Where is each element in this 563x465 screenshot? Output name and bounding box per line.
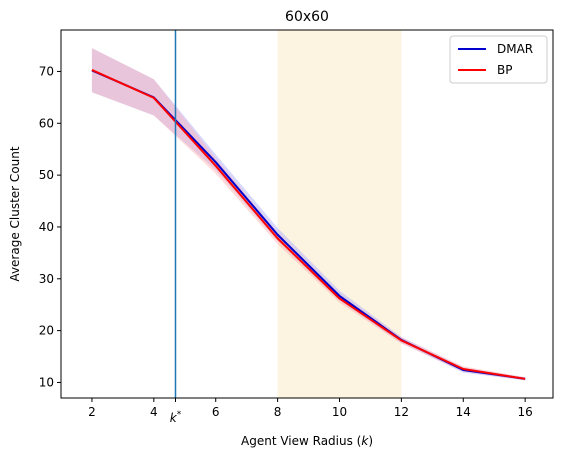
x-tick-label: 14	[456, 405, 471, 419]
confidence-band-bp	[91, 48, 526, 381]
x-axis-ticks: 2 4 6 8 10 12 14 16	[88, 398, 533, 419]
chart-title: 60x60	[285, 9, 329, 25]
y-tick-label: 50	[39, 168, 54, 182]
y-tick-label: 20	[39, 324, 54, 338]
x-tick-label: 12	[394, 405, 409, 419]
y-tick-label: 60	[39, 116, 54, 130]
shaded-region	[277, 30, 402, 398]
x-tick-label: 6	[212, 405, 220, 419]
y-axis-label: Average Cluster Count	[8, 146, 22, 281]
k-star-superscript: *	[177, 410, 182, 420]
x-axis-label-prefix: Agent View Radius (	[241, 434, 361, 448]
x-tick-label: 4	[150, 405, 158, 419]
k-star-main: k	[170, 411, 178, 425]
confidence-band-dmar	[91, 48, 526, 381]
y-axis-ticks: 10 20 30 40 50 60 70	[39, 64, 61, 389]
x-tick-label: 8	[274, 405, 282, 419]
plot-frame	[60, 29, 554, 399]
y-tick-label: 30	[39, 272, 54, 286]
y-tick-label: 10	[39, 375, 54, 389]
x-tick-label: 10	[332, 405, 347, 419]
x-axis-label: Agent View Radius (k)	[241, 434, 373, 448]
x-tick-label: 16	[518, 405, 533, 419]
legend-label-bp: BP	[497, 63, 512, 77]
confidence-bands-layer	[91, 48, 526, 381]
x-tick-label: 2	[88, 405, 96, 419]
shaded-region-layer	[277, 30, 402, 398]
k-star-tick-label: k*	[170, 410, 182, 425]
legend: DMAR BP	[449, 35, 548, 84]
legend-label-dmar: DMAR	[497, 42, 533, 56]
x-axis-label-suffix: )	[368, 434, 373, 448]
x-axis-label-variable: k	[361, 434, 369, 448]
series-line-bp	[91, 68, 526, 380]
series-lines-layer	[91, 68, 526, 380]
y-tick-label: 70	[39, 64, 54, 78]
legend-box	[449, 35, 548, 84]
y-tick-label: 40	[39, 220, 54, 234]
k-star-label: k*	[170, 410, 182, 425]
